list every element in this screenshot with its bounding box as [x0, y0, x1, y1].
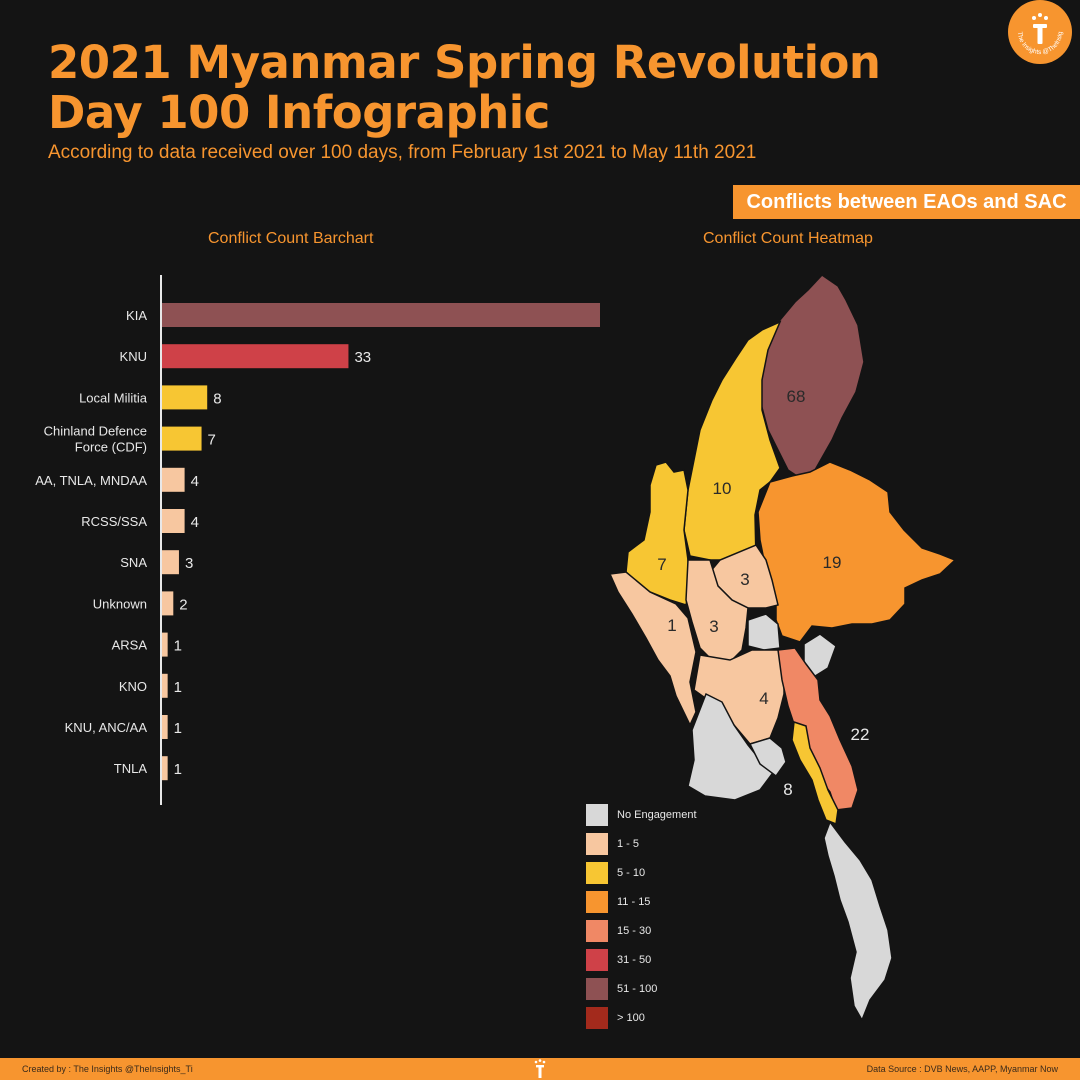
- map-value-label: 8: [783, 780, 792, 799]
- bar-category-label: RCSS/SSA: [81, 514, 147, 529]
- bar: [162, 673, 168, 698]
- map-region-no-engagement-bago: [748, 737, 787, 778]
- bar-category-label: ARSA: [112, 638, 148, 653]
- bar: [162, 303, 600, 327]
- bar-category-label: SNA: [120, 555, 147, 570]
- bar-value-label: 1: [174, 761, 182, 778]
- map-region-no-engagement-center: [747, 613, 781, 651]
- legend-label: 51 - 100: [617, 983, 658, 995]
- bar-value-label: 7: [208, 432, 216, 449]
- bar: [162, 550, 179, 575]
- bar-value-label: 1: [174, 638, 182, 655]
- map-value-label: 7: [657, 555, 666, 574]
- bar: [162, 632, 168, 657]
- map-value-label: 68: [787, 387, 806, 406]
- bar-category-label: KNO: [119, 679, 147, 694]
- map-region-no-engagement-south: [823, 820, 893, 1022]
- bar: [162, 756, 168, 781]
- map-value-label: 1: [667, 616, 676, 635]
- bar: [162, 509, 185, 533]
- map-value-label: 3: [740, 570, 749, 589]
- map-region-7: [625, 461, 691, 606]
- legend-swatch: [586, 891, 608, 913]
- bar: [162, 467, 185, 492]
- map-region-3-central: [685, 559, 749, 663]
- legend-swatch: [586, 1007, 608, 1029]
- legend-swatch: [586, 862, 608, 884]
- legend-swatch: [586, 920, 608, 942]
- myanmar-heatmap: 68 10 19 7 3 1 3 4 22 8: [608, 274, 957, 1022]
- legend-label: 11 - 15: [617, 896, 651, 908]
- legend-label: No Engagement: [617, 809, 697, 821]
- map-region-8: [791, 720, 839, 826]
- bar-value-label: 1: [174, 720, 182, 737]
- bar-value-label: 4: [191, 473, 199, 490]
- logo-ring-text: The Insights @TheInsights_Ti: [1008, 0, 1064, 56]
- map-value-label: 3: [709, 617, 718, 636]
- legend-swatch: [586, 833, 608, 855]
- footer-data-source: Data Source : DVB News, AAPP, Myanmar No…: [866, 1064, 1058, 1074]
- map-value-label: 10: [713, 479, 732, 498]
- footer-bar: Created by : The Insights @TheInsights_T…: [0, 1058, 1080, 1080]
- legend-label: 15 - 30: [617, 925, 652, 937]
- bar-value-label: 3: [185, 555, 193, 572]
- bar: [162, 591, 174, 616]
- section-tag-conflicts: Conflicts between EAOs and SAC: [733, 185, 1080, 219]
- legend-label: 1 - 5: [617, 838, 640, 850]
- legend-label: 31 - 50: [617, 954, 652, 966]
- bar-category-label: TNLA: [114, 761, 148, 776]
- bar-category-label: AA, TNLA, MNDAA: [35, 473, 147, 488]
- bar-category-label: Chinland Defence: [44, 424, 147, 439]
- heatmap-title: Conflict Count Heatmap: [703, 230, 873, 247]
- map-value-label: 19: [823, 553, 842, 572]
- footer-created-by: Created by : The Insights @TheInsights_T…: [22, 1064, 193, 1074]
- bar-value-label: 1: [174, 679, 182, 696]
- bar: [162, 385, 208, 410]
- map-value-label: 22: [851, 725, 870, 744]
- the-insights-logo-icon: The Insights @TheInsights_Ti: [1008, 0, 1064, 56]
- bar-value-label: 8: [213, 390, 221, 407]
- legend-swatch: [586, 949, 608, 971]
- map-region-1: [608, 571, 697, 727]
- legend-label: 5 - 10: [617, 867, 646, 879]
- bar-category-label: KIA: [126, 308, 147, 323]
- bar: [162, 344, 349, 369]
- legend-swatch: [586, 978, 608, 1000]
- bar-category-label: Local Militia: [79, 390, 148, 405]
- bar-value-label: 4: [191, 514, 199, 531]
- map-region-19: [757, 461, 957, 643]
- bar-value-label: 33: [354, 349, 371, 366]
- barchart-title: Conflict Count Barchart: [208, 230, 374, 247]
- bar: [162, 715, 168, 739]
- footer-logo-icon: [534, 1059, 546, 1078]
- bar-category-label: Force (CDF): [75, 440, 147, 455]
- bar-category-label: KNU: [120, 349, 147, 364]
- page-title: 2021 Myanmar Spring Revolution Day 100 I…: [48, 36, 881, 139]
- bar-category-label: Unknown: [93, 596, 147, 611]
- bar: [162, 426, 202, 451]
- map-region-68: [759, 274, 865, 479]
- title-line-1: 2021 Myanmar Spring Revolution: [48, 36, 881, 89]
- legend-label: > 100: [617, 1012, 645, 1024]
- page-subtitle: According to data received over 100 days…: [48, 142, 757, 163]
- svg-text:The Insights @TheInsights_Ti: The Insights @TheInsights_Ti: [1008, 0, 1064, 56]
- bar-category-label: KNU, ANC/AA: [65, 720, 148, 735]
- title-line-2: Day 100 Infographic: [48, 86, 550, 139]
- map-value-label: 4: [759, 689, 768, 708]
- bar-value-label: 2: [179, 596, 187, 613]
- legend-swatch: [586, 804, 608, 826]
- the-insights-logo[interactable]: The Insights @TheInsights_Ti: [1008, 0, 1072, 64]
